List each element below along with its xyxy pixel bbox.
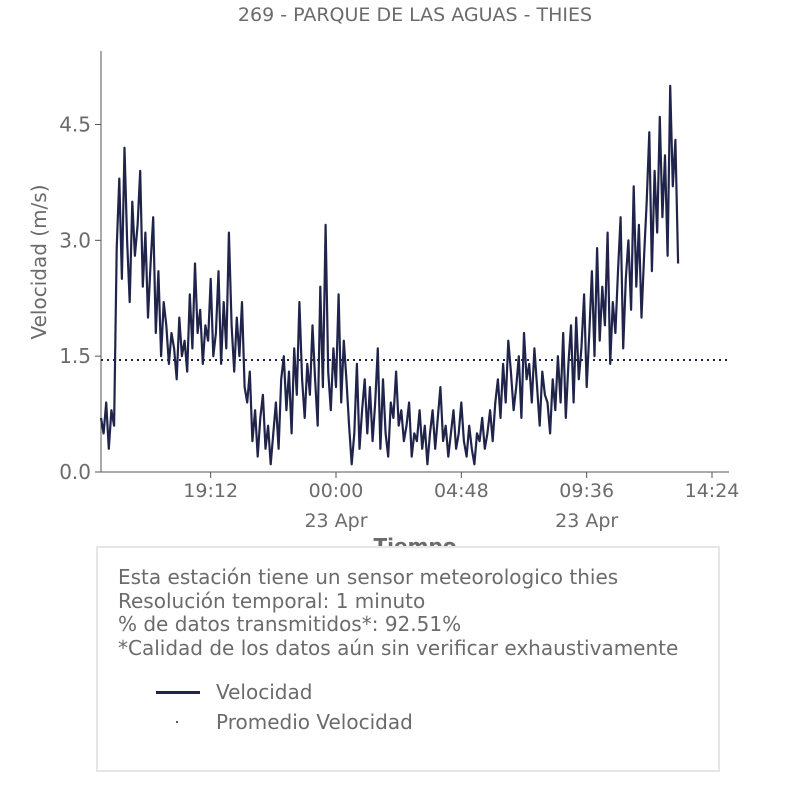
legend-line-swatch — [156, 690, 200, 694]
info-line-quality: *Calidad de los datos aún sin verificar … — [118, 635, 679, 660]
info-line-sensor: Esta estación tiene un sensor meteorolog… — [118, 565, 619, 589]
legend-item-promedio: Promedio Velocidad — [156, 710, 413, 734]
chart: 269 - PARQUE DE LAS AGUAS - THIES Veloci… — [27, 4, 740, 558]
info-text: Esta estación tiene un sensor meteorolog… — [118, 565, 679, 660]
legend-dot-swatch — [156, 720, 200, 724]
x-tick-label: 14:24 — [685, 480, 740, 502]
y-tick-label: 4.5 — [59, 113, 91, 137]
series-line-velocidad — [99, 84, 680, 466]
y-axis-label: Velocidad (m/s) — [27, 184, 51, 339]
info-line-resolution: Resolución temporal: 1 minuto — [118, 588, 426, 613]
info-line-transmitted: % de datos transmitidos*: 92.51% — [118, 612, 462, 636]
legend-label-velocidad: Velocidad — [216, 680, 313, 704]
x-tick-label: 00:00 — [309, 480, 364, 502]
info-box: Esta estación tiene un sensor meteorolog… — [96, 546, 720, 772]
x-tick-label: 09:36 — [559, 480, 614, 502]
x-tick-sublabel: 23 Apr — [304, 510, 367, 532]
chart-title: 269 - PARQUE DE LAS AGUAS - THIES — [238, 4, 592, 26]
legend-label-promedio: Promedio Velocidad — [216, 710, 413, 734]
x-tick-sublabel: 23 Apr — [555, 510, 618, 532]
y-tick-label: 3.0 — [59, 228, 91, 252]
y-tick-label: 1.5 — [59, 344, 91, 368]
y-tick-label: 0.0 — [59, 460, 91, 484]
x-tick-label: 19:12 — [183, 480, 238, 502]
legend-item-velocidad: Velocidad — [156, 680, 312, 704]
x-tick-label: 04:48 — [434, 480, 489, 502]
